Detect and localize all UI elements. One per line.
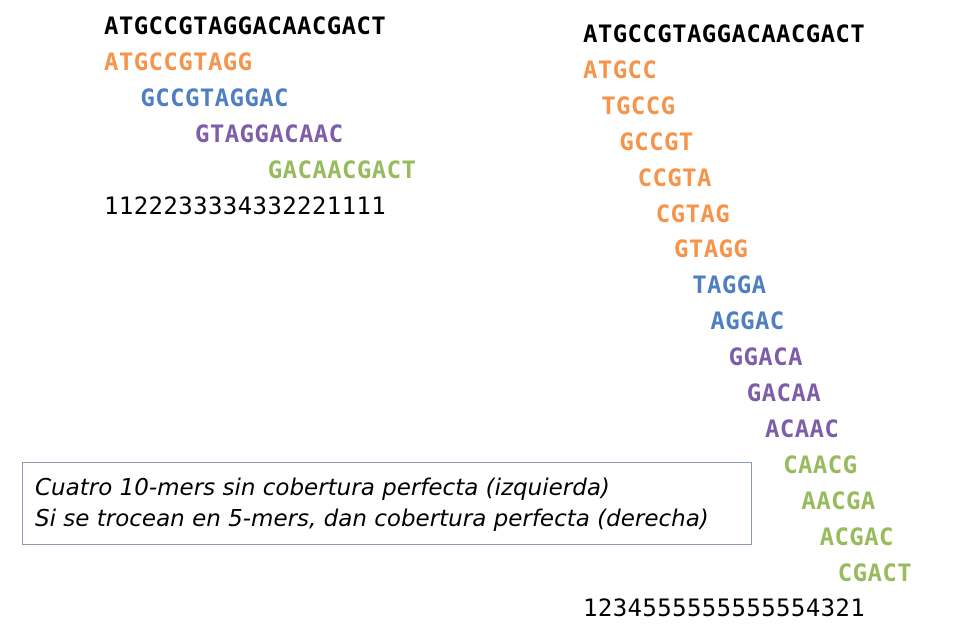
right-kmer-7: TAGGA <box>692 271 767 300</box>
right-kmer-6: GTAGG <box>674 235 749 264</box>
right-kmer-5: CGTAG <box>655 199 731 228</box>
right-kmer-10: GACAA <box>746 379 822 407</box>
right-kmer-8: AGGAC <box>710 307 785 336</box>
caption-line-left-description: Cuatro 10-mers sin cobertura perfecta (i… <box>35 475 610 501</box>
right-coverage-counts: 1234555555555554321 <box>583 594 866 623</box>
right-kmer-15: CGACT <box>837 558 913 587</box>
left-kmer-4: GACAACGACT <box>267 156 417 184</box>
caption-box: Cuatro 10-mers sin cobertura perfecta (i… <box>22 462 752 545</box>
left-kmer-2: GCCGTAGGAC <box>140 84 289 112</box>
right-kmer-12: CAACG <box>783 450 858 479</box>
right-kmer-4: CCGTA <box>637 163 712 192</box>
right-kmer-13: AACGA <box>801 486 876 515</box>
right-reference-sequence: ATGCCGTAGGACAACGACT <box>583 20 866 48</box>
right-kmer-11: ACAAC <box>765 414 840 443</box>
caption-line-right-description: Si se trocean en 5-mers, dan cobertura p… <box>35 506 709 532</box>
right-kmer-14: ACGAC <box>819 522 894 551</box>
left-kmer-1: ATGCCGTAGG <box>104 48 253 76</box>
right-kmer-3: GCCGT <box>619 127 694 156</box>
left-kmer-3: GTAGGACAAC <box>195 120 344 148</box>
right-kmer-9: GGACA <box>728 343 803 372</box>
left-reference-sequence: ATGCCGTAGGACAACGACT <box>104 12 387 40</box>
left-coverage-counts: 1122233334332221111 <box>104 192 387 220</box>
right-kmer-2: TGCCG <box>601 91 676 120</box>
right-kmer-1: ATGCC <box>583 55 658 84</box>
